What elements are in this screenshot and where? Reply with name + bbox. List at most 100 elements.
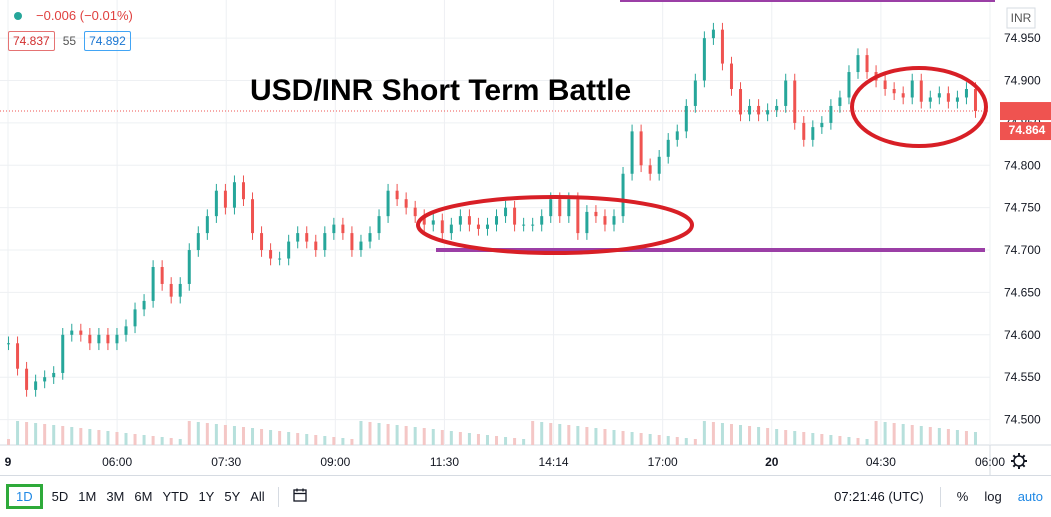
volume-bar (97, 430, 101, 445)
price-change: −0.006 (−0.01%) (36, 8, 133, 23)
clock-time[interactable]: 07:21:46 (UTC) (834, 489, 924, 504)
volume-bar (955, 430, 959, 445)
volume-bar (232, 426, 236, 445)
candle-body (693, 80, 697, 106)
gear-icon-ring (1013, 455, 1025, 467)
candle-body (793, 80, 797, 123)
volume-bar (278, 431, 282, 445)
symbol-header: −0.006 (−0.01%) 74.837 55 74.892 (8, 8, 133, 51)
volume-bar (169, 438, 173, 445)
volume-bar (901, 424, 905, 445)
candle-body (70, 330, 74, 335)
y-tick-label: 74.950 (1004, 31, 1041, 45)
y-tick-label: 74.550 (1004, 370, 1041, 384)
volume-bar (757, 427, 761, 445)
x-tick-label: 17:00 (648, 455, 678, 469)
x-tick-label: 14:14 (539, 455, 569, 469)
price-chart[interactable]: 74.500 74.550 74.600 74.650 74.700 74.750 74.8… (0, 0, 1051, 475)
volume-bar (422, 428, 426, 445)
candle-body (811, 127, 815, 140)
volume-bar (576, 426, 580, 445)
current-price-tag: 74.864 (1008, 123, 1046, 137)
candle-body (657, 156, 661, 174)
volume-bar (485, 435, 489, 445)
candle-body (757, 105, 761, 115)
candle-body (25, 368, 29, 390)
range-button-5d[interactable]: 5D (51, 489, 69, 504)
candle-body (458, 216, 462, 225)
candle-body (567, 199, 571, 217)
candle-body (666, 139, 670, 157)
volume-bar (467, 433, 471, 445)
candle-body (287, 241, 291, 259)
candle-body (485, 224, 489, 229)
volume-bar (332, 437, 336, 445)
volume-bar (720, 423, 724, 445)
bid-price[interactable]: 74.837 (8, 31, 55, 51)
gear-icon (1011, 453, 1027, 469)
candle-body (43, 377, 47, 382)
candle-body (784, 80, 788, 106)
volume-bar (558, 424, 562, 445)
candle-body (973, 89, 977, 112)
volume-bar (440, 430, 444, 445)
candle-body (323, 233, 327, 251)
range-button-6m[interactable]: 6M (134, 489, 153, 504)
percent-scale-toggle[interactable]: % (956, 489, 969, 504)
candle-body (7, 343, 11, 345)
volume-bar (151, 436, 155, 445)
candle-body (124, 326, 128, 335)
auto-scale-toggle[interactable]: auto (1017, 489, 1043, 504)
volume-bar (160, 437, 164, 445)
chart-title: USD/INR Short Term Battle (250, 74, 631, 107)
date-range-calendar-icon[interactable] (287, 487, 313, 506)
candle-body (576, 199, 580, 234)
volume-bar (540, 422, 544, 445)
range-button-1m[interactable]: 1M (78, 489, 97, 504)
toolbar-divider (277, 486, 279, 507)
spread-value: 55 (62, 34, 77, 48)
candle-body (883, 80, 887, 89)
volume-bar (838, 436, 842, 445)
ask-price[interactable]: 74.892 (84, 31, 131, 51)
candle-body (34, 381, 38, 390)
volume-bar (910, 425, 914, 445)
range-button-5y[interactable]: 5Y (224, 489, 241, 504)
candle-body (368, 233, 372, 242)
range-button-all[interactable]: All (250, 489, 265, 504)
candle-body (513, 207, 517, 225)
volume-bar (34, 423, 38, 445)
candle-body (350, 233, 354, 251)
candle-body (359, 241, 363, 251)
volume-bar (350, 439, 354, 445)
range-button-1d[interactable]: 1D (6, 484, 43, 509)
candle-body (919, 80, 923, 102)
currency-label-box (1006, 7, 1036, 29)
range-button-3m[interactable]: 3M (106, 489, 125, 504)
volume-bar (25, 422, 29, 445)
volume-bar (124, 433, 128, 445)
candle-body (901, 93, 905, 98)
currency-label: INR (1011, 11, 1032, 25)
volume-bar (702, 421, 706, 445)
candle-body (684, 105, 688, 132)
bottom-toolbar: 1D 5D 1M 3M 6M YTD 1Y 5Y All 07:21:46 (U… (0, 475, 1051, 517)
x-tick-label: 07:30 (211, 455, 241, 469)
log-scale-toggle[interactable]: log (984, 489, 1002, 504)
candle-body (603, 216, 607, 225)
volume-bar (377, 423, 381, 445)
volume-bar (711, 422, 715, 445)
volume-bar (133, 434, 137, 445)
candle-body (449, 224, 453, 234)
x-tick-label: 04:30 (866, 455, 896, 469)
candle-body (278, 258, 282, 260)
candle-body (838, 97, 842, 106)
candle-body (260, 233, 264, 251)
volume-bar (766, 428, 770, 445)
candle-body (612, 216, 616, 225)
range-button-ytd[interactable]: YTD (162, 489, 189, 504)
range-button-1y[interactable]: 1Y (198, 489, 215, 504)
candle-body (296, 233, 300, 242)
candle-body (729, 63, 733, 89)
candle-body (431, 220, 435, 225)
